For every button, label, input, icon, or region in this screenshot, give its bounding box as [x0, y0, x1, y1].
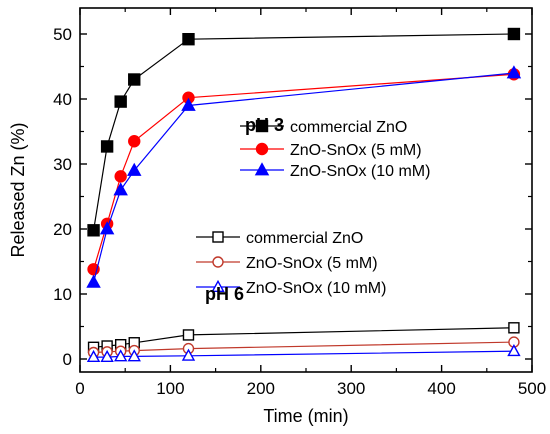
data-point [100, 140, 114, 153]
x-tick-label: 200 [247, 379, 275, 398]
x-tick-label: 0 [75, 379, 84, 398]
legend-entry: ZnO-SnOx (10 mM) [196, 279, 386, 297]
data-point [113, 182, 128, 196]
y-tick-label: 30 [53, 155, 72, 174]
legend-label: ZnO-SnOx (10 mM) [246, 280, 386, 297]
series-line [93, 327, 514, 348]
data-point [182, 33, 195, 46]
data-point [87, 224, 100, 237]
legend-label: commercial ZnO [246, 230, 363, 247]
series-5 [86, 344, 521, 363]
legend-entry: ZnO-SnOx (10 mM) [240, 162, 430, 180]
data-point [128, 135, 141, 148]
series-line [93, 72, 514, 283]
data-point [127, 162, 142, 176]
x-tick-label: 300 [337, 379, 365, 398]
y-tick-label: 10 [53, 285, 72, 304]
data-point [127, 349, 141, 362]
legend-0: commercial ZnO ZnO-SnOx (5 mM) ZnO-SnOx (1… [240, 115, 430, 180]
data-point [86, 274, 101, 288]
series-3 [87, 322, 520, 353]
legend-marker [255, 119, 269, 133]
y-axis-title: Released Zn (%) [8, 122, 28, 257]
y-tick-label: 20 [53, 220, 72, 239]
data-point [128, 73, 141, 86]
x-axis-title: Time (min) [263, 406, 348, 426]
legend-label: ZnO-SnOx (5 mM) [290, 142, 422, 159]
legend-entry: commercial ZnO [240, 119, 407, 136]
legend-marker [212, 231, 224, 243]
series-line [93, 350, 514, 358]
legend-marker [255, 142, 269, 156]
data-point [507, 344, 521, 357]
y-tick-label: 40 [53, 90, 72, 109]
legend-label: ZnO-SnOx (10 mM) [290, 163, 430, 180]
data-point [506, 65, 522, 79]
axes-layer: 0 100 200 300 400 500 0 10 20 30 40 50 [53, 7, 546, 398]
data-point [114, 170, 127, 183]
legend-marker [254, 162, 270, 176]
data-point [182, 329, 195, 341]
y-tick-label: 0 [63, 350, 72, 369]
legend-1: commercial ZnO ZnO-SnOx (5 mM) ZnO-SnOx (1… [196, 230, 386, 304]
legend-entry: ZnO-SnOx (5 mM) [196, 255, 378, 272]
data-point [181, 97, 196, 111]
data-point [113, 349, 128, 362]
series-line [93, 33, 514, 231]
legend-annotation: pH 3 [245, 115, 284, 135]
series-line [93, 341, 514, 354]
series-layer [86, 27, 522, 363]
legend-annotation: pH 6 [205, 284, 244, 304]
legend-marker [212, 256, 224, 268]
series-0 [87, 27, 521, 237]
data-point [86, 349, 101, 363]
y-tick-label: 50 [53, 25, 72, 44]
data-point [114, 95, 127, 108]
plot-frame [79, 7, 533, 373]
data-point [100, 349, 114, 363]
data-point [181, 348, 196, 361]
series-2 [86, 65, 522, 288]
x-tick-label: 500 [518, 379, 546, 398]
legend-layer: commercial ZnO ZnO-SnOx (5 mM) ZnO-SnOx (1… [196, 115, 430, 304]
legend-entry: ZnO-SnOx (5 mM) [240, 142, 422, 159]
legend-marker [211, 279, 225, 292]
x-tick-label: 100 [156, 379, 184, 398]
legend-label: commercial ZnO [290, 119, 407, 136]
legend-entry: commercial ZnO [196, 230, 363, 247]
x-tick-label: 400 [427, 379, 455, 398]
legend-label: ZnO-SnOx (5 mM) [246, 255, 378, 272]
data-point [507, 27, 521, 41]
data-point [99, 221, 115, 235]
data-point [508, 322, 520, 334]
